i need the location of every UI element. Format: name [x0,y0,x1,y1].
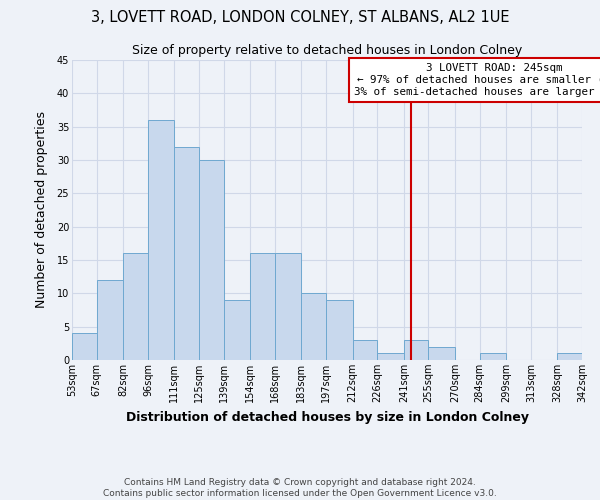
Bar [123,254,148,360]
Bar [428,346,455,360]
Bar [557,354,582,360]
Bar [148,120,175,360]
Bar [326,300,353,360]
Bar [175,146,199,360]
Bar [250,254,275,360]
Bar [199,160,224,360]
Text: 3, LOVETT ROAD, LONDON COLNEY, ST ALBANS, AL2 1UE: 3, LOVETT ROAD, LONDON COLNEY, ST ALBANS… [91,10,509,25]
Bar [479,354,506,360]
Bar [72,334,97,360]
Bar [353,340,377,360]
Y-axis label: Number of detached properties: Number of detached properties [35,112,49,308]
Bar [97,280,123,360]
Bar [224,300,250,360]
Text: 3 LOVETT ROAD: 245sqm
← 97% of detached houses are smaller (195)
3% of semi-deta: 3 LOVETT ROAD: 245sqm ← 97% of detached … [354,64,600,96]
Title: Size of property relative to detached houses in London Colney: Size of property relative to detached ho… [132,44,522,58]
Text: Contains HM Land Registry data © Crown copyright and database right 2024.
Contai: Contains HM Land Registry data © Crown c… [103,478,497,498]
X-axis label: Distribution of detached houses by size in London Colney: Distribution of detached houses by size … [125,410,529,424]
Bar [275,254,301,360]
Bar [377,354,404,360]
Bar [404,340,428,360]
Bar [301,294,326,360]
